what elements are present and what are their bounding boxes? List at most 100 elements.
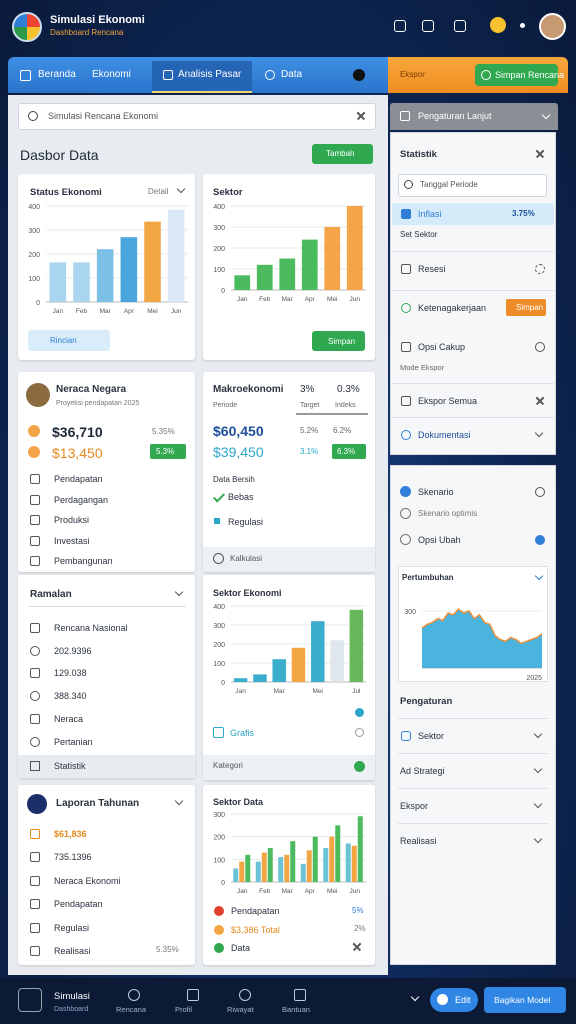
details-button-label[interactable]: Rincian — [50, 336, 77, 345]
list-item[interactable]: Pendapatan — [231, 906, 280, 916]
area-fill — [422, 609, 542, 668]
divider — [392, 251, 554, 252]
item-icon — [30, 515, 40, 525]
x-tick-label: Jan — [235, 688, 246, 695]
list-item[interactable]: Realisasi — [54, 946, 91, 956]
bar — [290, 841, 296, 882]
tab-icon — [239, 989, 251, 1001]
option-item[interactable]: Sektor — [418, 731, 445, 741]
list-item[interactable]: Pendapatan — [54, 899, 103, 910]
list-item[interactable]: Bebas — [228, 492, 254, 502]
list-item[interactable]: Rencana Nasional — [54, 623, 128, 633]
list-item[interactable]: $3,386 Total — [231, 924, 280, 935]
save-button[interactable] — [312, 331, 365, 351]
save-button-label[interactable]: Simpan — [328, 337, 356, 346]
save-button[interactable] — [475, 64, 558, 86]
card-footer-label[interactable]: Kalkulasi — [230, 554, 263, 563]
list-item[interactable]: Pertanian — [54, 736, 93, 747]
save-button-label[interactable]: Simpan — [516, 303, 544, 312]
item-icon — [30, 623, 40, 633]
list-item[interactable]: Pendapatan — [54, 474, 103, 484]
list-item[interactable]: 202.9396 — [54, 645, 92, 656]
bar — [349, 609, 364, 682]
footer-tab[interactable]: Riwayat — [227, 1005, 254, 1014]
add-button[interactable] — [312, 144, 373, 164]
footer-tab[interactable]: Profil — [175, 1005, 193, 1014]
search-placeholder[interactable]: Simulasi Rencana Ekonomi — [48, 111, 159, 121]
option-item[interactable]: Ad Strategi — [400, 766, 445, 776]
save-button-label[interactable]: Simpan Rencana — [495, 70, 565, 80]
option-item[interactable]: Ekspor — [400, 801, 429, 811]
list-item[interactable]: Perdagangan — [54, 494, 109, 505]
date-search-placeholder[interactable]: Tanggal Periode — [420, 180, 478, 189]
nav-tab[interactable]: Beranda — [38, 69, 76, 80]
save-button[interactable] — [506, 299, 546, 316]
stat-icon — [28, 425, 40, 437]
stat-value: $36,710 — [52, 424, 103, 440]
search-icon — [28, 111, 38, 121]
list-item[interactable]: Ketenagakerjaan — [418, 303, 487, 313]
stat-value: $13,450 — [52, 445, 103, 461]
chart: 0 100 200 300 400 Jan Feb Mar Apr Mei Jun — [28, 204, 188, 315]
footer-subtitle: Dashboard — [54, 1006, 89, 1013]
item-icon — [30, 556, 40, 566]
list-item[interactable]: Investasi — [54, 535, 90, 546]
list-item[interactable]: 388.340 — [54, 691, 87, 702]
list-item[interactable]: Resesi — [418, 264, 446, 274]
card-footer-label[interactable]: Kategori — [213, 761, 243, 770]
option-item[interactable]: Realisasi — [400, 836, 437, 846]
list-item[interactable]: Produksi — [54, 515, 90, 525]
list-item[interactable]: Neraca — [54, 713, 84, 724]
card-title: Sektor Data — [213, 797, 264, 807]
list-item[interactable]: Regulasi — [228, 517, 264, 527]
export-link[interactable]: Ekspor — [400, 70, 425, 79]
list-item[interactable]: Inflasi — [418, 209, 442, 219]
column-header: 0.3% — [337, 384, 360, 395]
run-button[interactable] — [484, 987, 566, 1013]
list-item[interactable]: $61,836 — [54, 829, 87, 839]
list-item[interactable]: Opsi Cakup — [418, 342, 466, 352]
sidebar-header-label[interactable]: Pengaturan Lanjut — [418, 111, 492, 121]
list-item[interactable]: Mode Ekspor — [400, 363, 445, 372]
footer-icon — [213, 553, 224, 564]
y-tick-label: 300 — [213, 225, 225, 232]
tab-icon — [20, 70, 31, 81]
search-box[interactable] — [18, 103, 376, 130]
footer-tab[interactable]: Bantuan — [282, 1005, 310, 1014]
card-footer — [18, 755, 195, 778]
list-item[interactable]: Data — [231, 943, 251, 953]
bar — [73, 262, 90, 302]
radio-label[interactable]: Opsi Ubah — [418, 535, 461, 545]
list-item[interactable]: 129.038 — [54, 668, 87, 679]
nav-tab[interactable]: Ekonomi — [92, 69, 131, 80]
app-title: Simulasi Ekonomi — [50, 14, 145, 26]
list-item[interactable]: Dokumentasi — [418, 430, 471, 440]
list-item[interactable]: 735.1396 — [54, 852, 92, 863]
list-item[interactable]: Pembangunan — [54, 556, 113, 566]
list-item[interactable]: Grafis — [230, 728, 255, 738]
radio-label[interactable]: Skenario — [418, 487, 454, 497]
list-item[interactable]: Neraca Ekonomi — [54, 875, 121, 886]
card-menu[interactable]: Detail — [148, 187, 169, 196]
list-item[interactable]: Ekspor Semua — [418, 396, 478, 406]
radio-label[interactable]: Skenario optimis — [418, 509, 478, 518]
date-search[interactable] — [398, 174, 547, 197]
nav-tab[interactable]: Analisis Pasar — [178, 69, 242, 80]
run-button-label[interactable]: Bagikan Model — [494, 995, 551, 1005]
edit-button-label[interactable]: Edit — [455, 995, 471, 1005]
stat-percent: 3.1% — [300, 447, 319, 456]
list-item[interactable]: Regulasi — [54, 922, 90, 933]
row-icon — [401, 396, 411, 406]
divider — [398, 788, 548, 789]
footer-tab[interactable]: Rencana — [116, 1005, 147, 1014]
sidebar-header[interactable] — [390, 103, 558, 130]
list-item[interactable]: Set Sektor — [400, 230, 438, 239]
card-title: Laporan Tahunan — [56, 798, 140, 809]
add-button-label[interactable]: Tambah — [326, 149, 355, 158]
nav-tab[interactable]: Data — [281, 69, 303, 80]
x-tick-label: Feb — [76, 308, 88, 315]
details-button[interactable] — [28, 330, 110, 351]
selected-row[interactable] — [392, 203, 554, 225]
y-tick-label: 200 — [213, 642, 225, 649]
card-footer-label[interactable]: Statistik — [54, 761, 86, 771]
